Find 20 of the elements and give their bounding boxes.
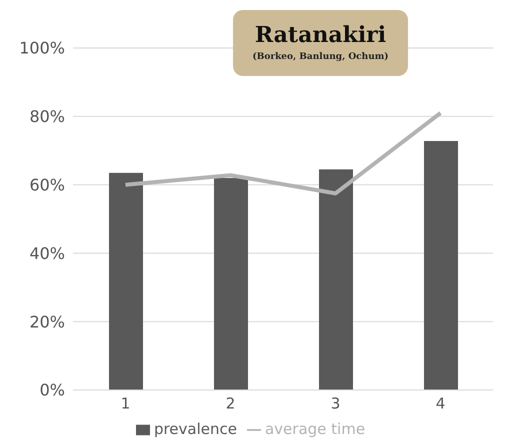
x-tick-label: 1 — [120, 394, 130, 413]
title-card: Ratanakiri (Borkeo, Banlung, Ochum) — [233, 10, 408, 76]
chart-title: Ratanakiri — [254, 22, 388, 48]
line-series — [124, 110, 442, 196]
y-tick-label: 0% — [40, 380, 65, 400]
legend-label: prevalence — [154, 420, 237, 438]
y-tick-label: 100% — [19, 38, 65, 58]
chart-subtitle: (Borkeo, Banlung, Ochum) — [251, 52, 390, 62]
y-tick-label: 40% — [29, 244, 65, 263]
bar — [424, 141, 458, 390]
y-tick-label: 60% — [29, 175, 65, 194]
bar — [109, 172, 143, 390]
y-tick-label: 80% — [29, 107, 65, 126]
bar — [319, 169, 353, 390]
y-tick-label: 20% — [29, 312, 65, 332]
x-tick-label: 4 — [436, 394, 446, 413]
x-tick-label: 3 — [330, 394, 340, 413]
legend-label: average time — [264, 420, 366, 438]
bar — [214, 178, 248, 390]
x-tick-label: 2 — [226, 394, 236, 413]
